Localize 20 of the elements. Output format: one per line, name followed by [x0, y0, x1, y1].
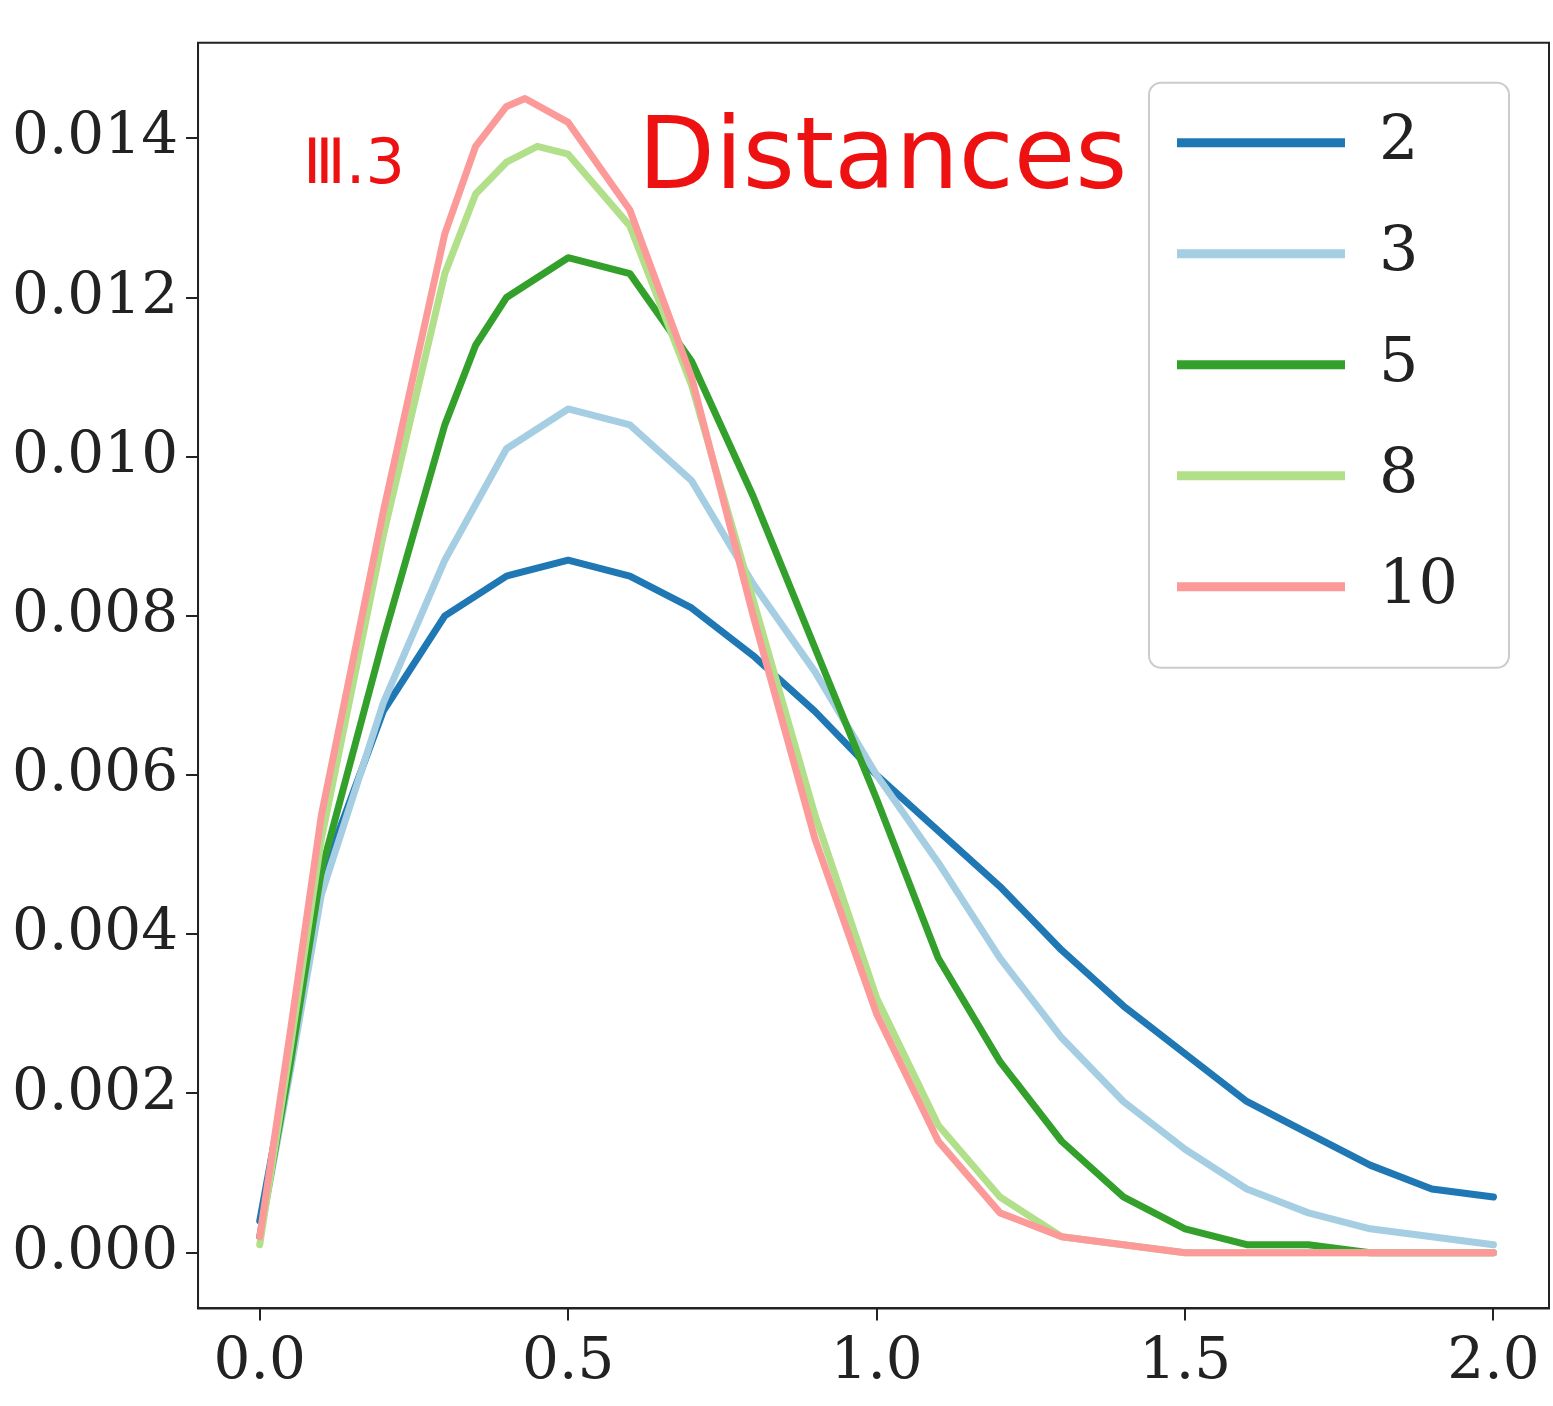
y-tick-label: 0.010 — [12, 417, 179, 486]
x-tick-label: 1.0 — [830, 1324, 923, 1393]
legend-label: 10 — [1379, 544, 1458, 618]
x-tick-label: 2.0 — [1447, 1324, 1540, 1393]
x-tick-label: 0.0 — [213, 1324, 306, 1393]
y-tick-label: 0.002 — [12, 1054, 179, 1123]
y-tick-label: 0.004 — [12, 895, 179, 964]
y-tick-label: 0.000 — [12, 1213, 179, 1282]
x-tick-label: 1.5 — [1138, 1324, 1232, 1393]
y-tick-label: 0.008 — [12, 576, 179, 645]
x-tick-label: 0.5 — [522, 1324, 615, 1393]
legend-label: 5 — [1379, 322, 1419, 396]
y-tick-label: 0.014 — [12, 99, 179, 168]
annotation: Ⅲ.3 — [303, 124, 405, 198]
legend-label: 2 — [1379, 100, 1419, 174]
y-tick-label: 0.006 — [12, 736, 179, 805]
annotation: Distances — [638, 94, 1128, 212]
y-tick-label: 0.012 — [12, 258, 179, 327]
legend-label: 8 — [1379, 433, 1419, 507]
legend-label: 3 — [1379, 211, 1419, 285]
